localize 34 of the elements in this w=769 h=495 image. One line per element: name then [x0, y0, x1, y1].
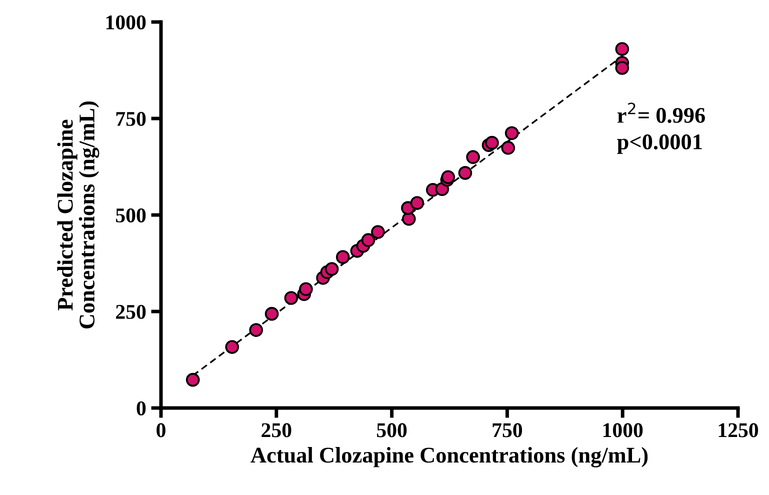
point: [485, 136, 499, 150]
point: [402, 212, 416, 226]
point: [249, 323, 264, 337]
x-axis-title: Actual Clozapine Concentrations (ng/mL): [250, 447, 648, 468]
x-tick-label: 1000: [603, 423, 643, 438]
point: [371, 225, 385, 239]
y-tick-label: 1000: [106, 15, 146, 30]
point: [501, 140, 516, 155]
x-tick-label: 0: [156, 423, 166, 438]
x-tick-label: 250: [262, 423, 292, 438]
point: [264, 306, 279, 321]
point: [504, 126, 519, 140]
y-tick-label: 250: [116, 304, 146, 319]
point: [336, 250, 350, 264]
point: [284, 291, 298, 305]
point: [299, 282, 313, 296]
point: [615, 61, 630, 75]
point: [361, 233, 376, 248]
annotation: r$^{2}$= 0.996 p<0.0001: [617, 102, 705, 154]
y-tick-label: 500: [116, 208, 146, 222]
x-tick-label: 750: [492, 423, 522, 438]
point: [458, 166, 472, 180]
point: [466, 150, 480, 164]
point: [441, 170, 456, 184]
point: [615, 42, 630, 56]
y-tick-label: 0: [136, 401, 146, 416]
y-axis-title: Predicted Clozapine Concentrations (ng/mL): [57, 101, 100, 328]
x-tick-label: 1250: [718, 423, 758, 438]
point: [324, 262, 339, 276]
point: [186, 372, 200, 387]
x-tick-label: 500: [377, 423, 407, 438]
point: [225, 340, 240, 354]
point: [410, 196, 424, 210]
y-tick-label: 750: [116, 112, 146, 126]
